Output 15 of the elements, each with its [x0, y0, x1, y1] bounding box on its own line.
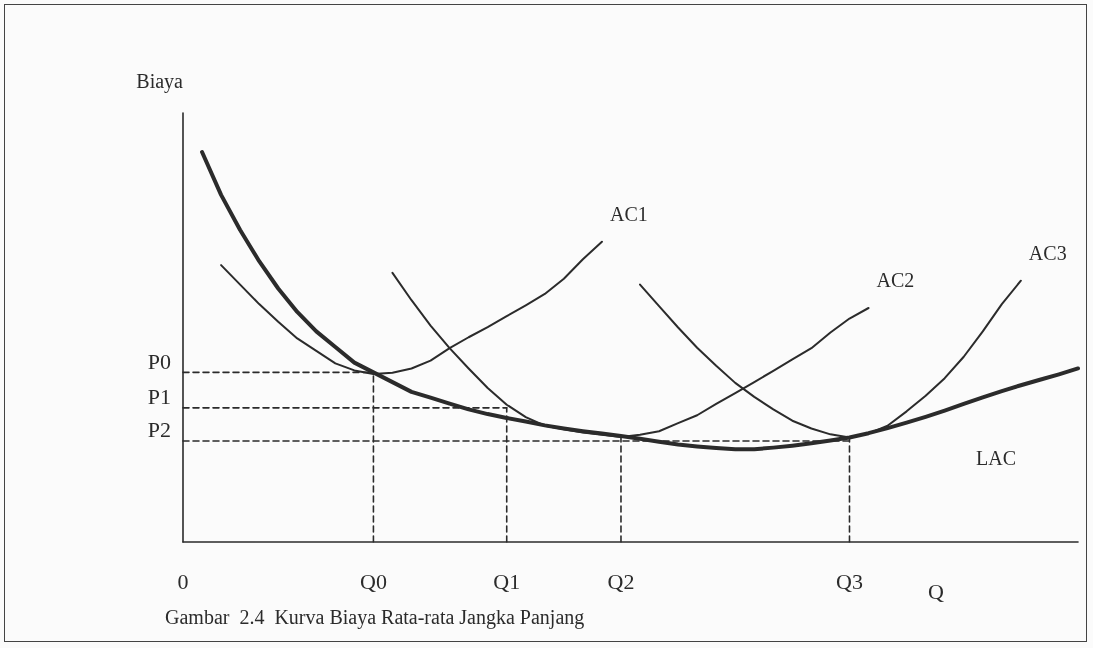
annotation: P1 — [147, 384, 171, 410]
x-axis-title: Q — [928, 578, 944, 604]
text: LAC — [976, 447, 1016, 470]
x-tick-label: 0 — [177, 568, 189, 594]
annotation: P2 — [147, 417, 171, 443]
x-tick-label: Q3 — [836, 568, 863, 594]
series-label: AC1 — [609, 202, 648, 225]
x-tick-label: Q0 — [359, 568, 387, 594]
y-axis-title: Biaya — [136, 70, 184, 93]
series-label: AC2 — [876, 269, 915, 291]
text: Gambar 2.4 Kurva Biaya Rata-rata Jangka Panjang — [165, 606, 585, 629]
series-label: AC3 — [1028, 241, 1067, 264]
x-tick-label: Q1 — [493, 568, 521, 594]
x-tick-label: Q2 — [607, 568, 635, 594]
annotation: P0 — [147, 348, 171, 374]
